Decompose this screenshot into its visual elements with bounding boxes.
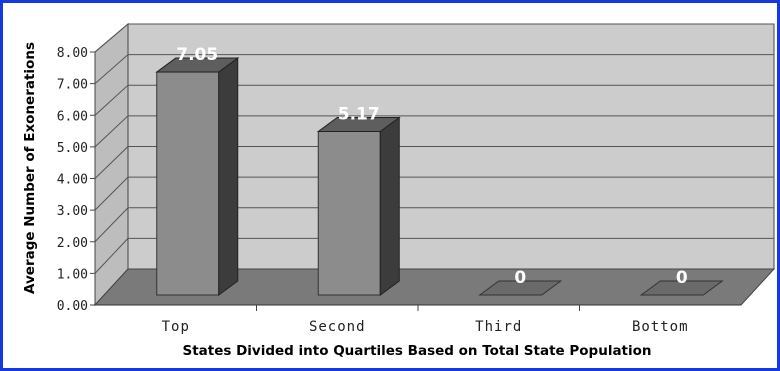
x-tick-label: Third bbox=[475, 319, 522, 335]
gridline-side bbox=[94, 115, 129, 148]
gridline-side bbox=[94, 176, 129, 211]
gridline-side bbox=[94, 84, 129, 116]
y-axis-ticks: 0.00 1.00 2.00 3.00 4.00 5.00 6.00 7.00 8.00 bbox=[57, 46, 95, 314]
y-tick-label: 6.00 bbox=[57, 109, 88, 124]
gridline-side bbox=[94, 23, 129, 53]
x-axis-categories: Top Second Third Bottom bbox=[95, 304, 741, 335]
x-tick-label: Top bbox=[162, 319, 190, 335]
x-tick-label: Second bbox=[309, 319, 366, 335]
x-tick-label: Bottom bbox=[632, 319, 689, 335]
bar-side bbox=[218, 57, 239, 296]
data-label: 0 bbox=[676, 268, 688, 288]
data-label: 7.05 bbox=[176, 45, 218, 65]
y-tick-label: 0.00 bbox=[57, 299, 88, 314]
x-axis-title: States Divided into Quartiles Based on T… bbox=[182, 343, 651, 359]
data-label: 5.17 bbox=[338, 104, 380, 124]
y-tick-label: 5.00 bbox=[57, 141, 88, 156]
bar-front bbox=[317, 130, 381, 296]
bar-second: 5.17 bbox=[316, 104, 401, 296]
y-tick-label: 1.00 bbox=[57, 267, 88, 282]
bar-side bbox=[379, 116, 400, 296]
y-axis-title: Average Number of Exonerations bbox=[22, 42, 38, 294]
data-label: 0 bbox=[514, 268, 526, 288]
y-tick-label: 2.00 bbox=[57, 236, 88, 251]
y-tick-label: 8.00 bbox=[57, 46, 88, 61]
bar-top bbox=[155, 57, 240, 73]
bar-top bbox=[316, 116, 401, 132]
bar-zero bbox=[639, 280, 724, 296]
bar-top: 7.05 bbox=[155, 45, 240, 296]
bars: 7.05 5.17 0 0 bbox=[155, 45, 724, 296]
gridline-side bbox=[94, 238, 129, 274]
bar-third: 0 bbox=[478, 268, 563, 296]
bar-front bbox=[156, 71, 220, 296]
gridline-side bbox=[94, 54, 129, 85]
bar-bottom: 0 bbox=[639, 268, 724, 296]
y-tick-label: 3.00 bbox=[57, 204, 88, 219]
chart-side-wall bbox=[94, 22, 129, 307]
gridline-side bbox=[94, 146, 129, 179]
y-tick-label: 7.00 bbox=[57, 78, 88, 93]
y-tick-label: 4.00 bbox=[57, 173, 88, 188]
gridline-side bbox=[94, 207, 129, 243]
bar-zero bbox=[478, 280, 563, 296]
